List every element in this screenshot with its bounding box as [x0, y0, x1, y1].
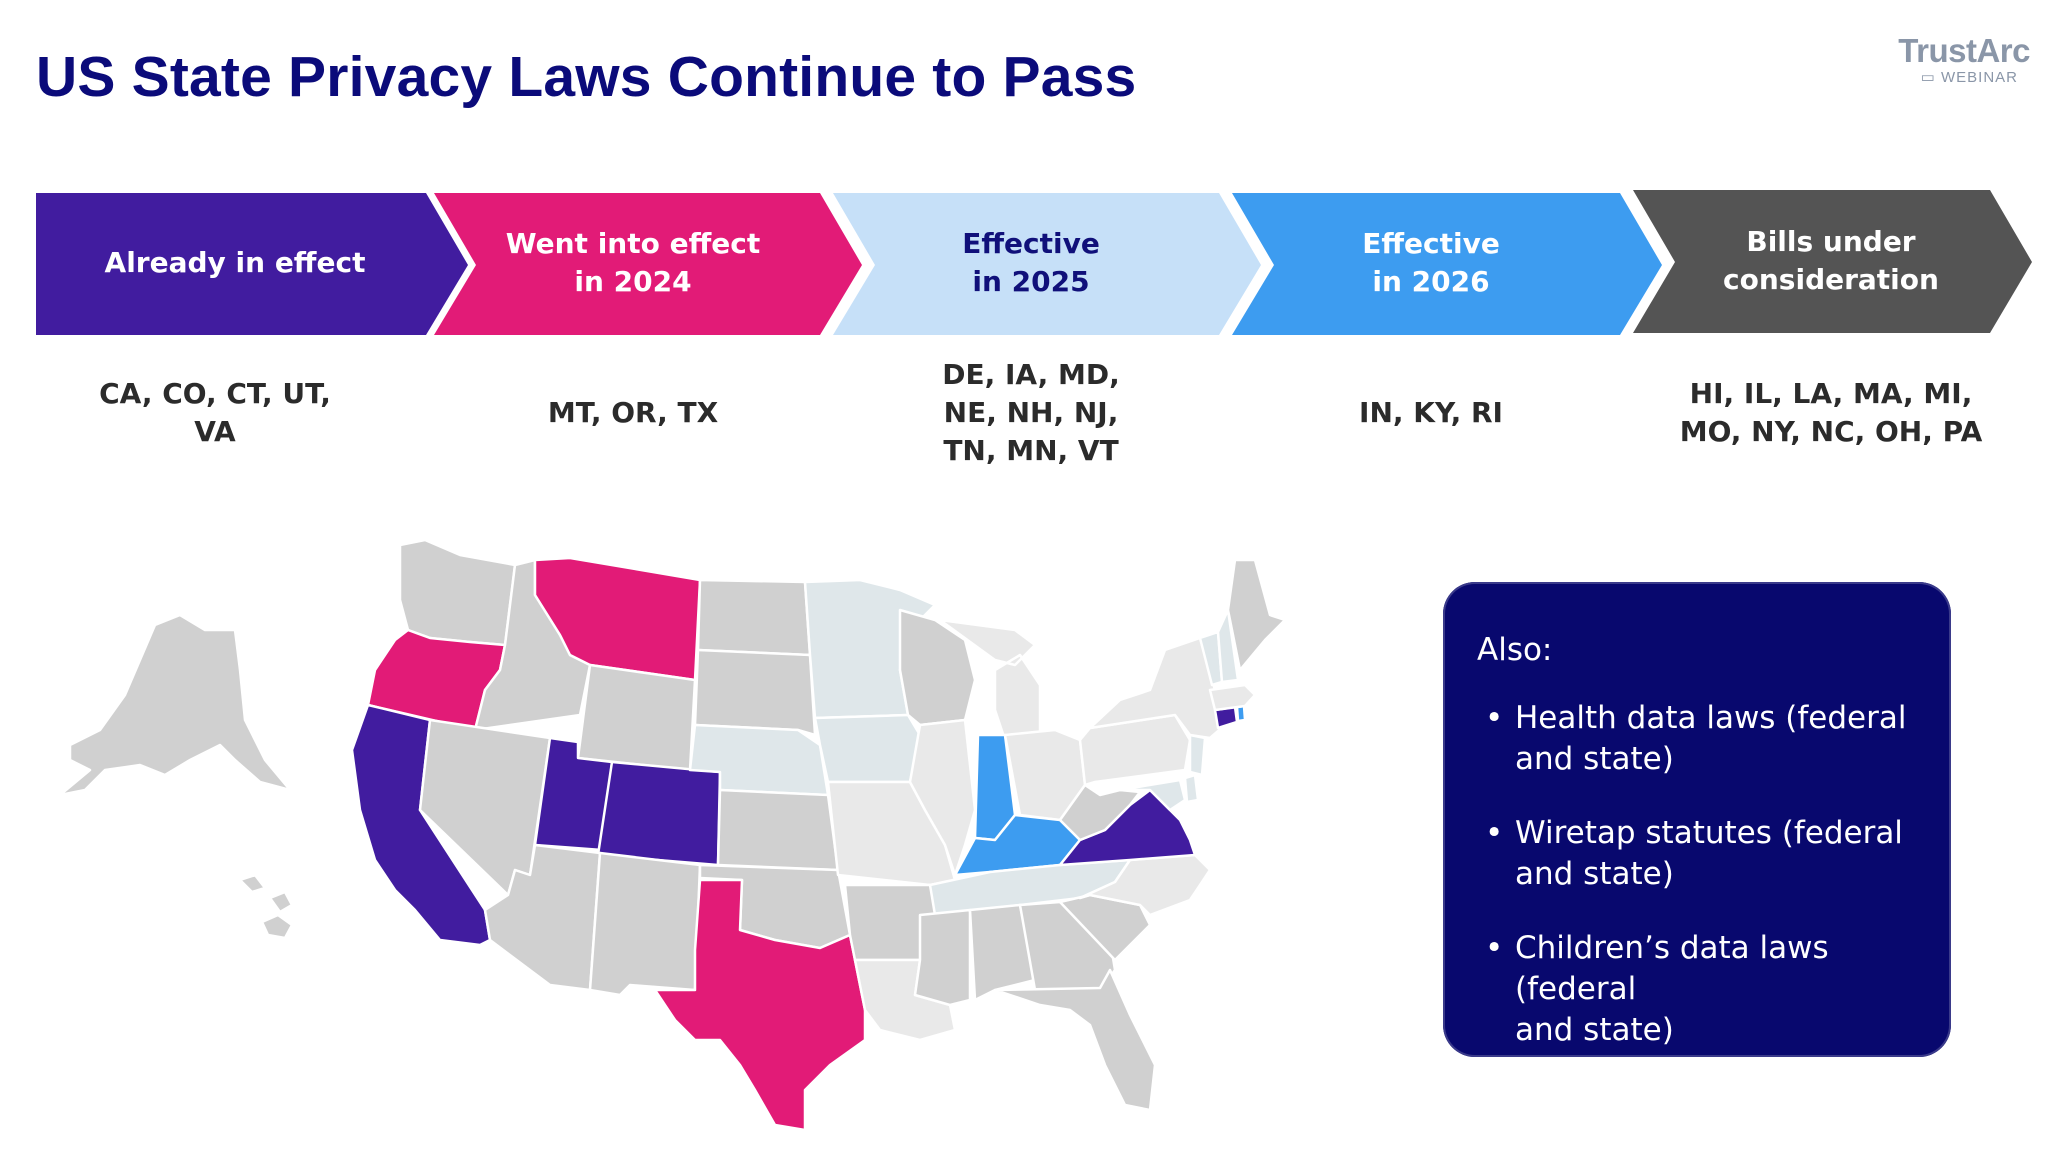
- chevron-2024: [434, 193, 862, 335]
- timeline-label-0: Already in effect: [104, 245, 366, 279]
- state-ak: [58, 613, 292, 797]
- also-heading: Also:: [1477, 632, 1553, 668]
- state-nh: [1216, 608, 1240, 684]
- state-fl: [993, 968, 1157, 1112]
- state-hi: [238, 873, 294, 940]
- state-ma: [1208, 683, 1257, 712]
- state-nc: [1078, 853, 1212, 917]
- logo-wordmark: TrustArc: [1898, 32, 2030, 69]
- state-co: [596, 760, 722, 867]
- states-already: CA, CO, CT, UT, VA: [99, 377, 331, 448]
- chevron-bills: [1633, 190, 2032, 333]
- state-wa: [398, 538, 517, 647]
- screen-icon: ▭: [1920, 69, 1941, 86]
- state-nm: [588, 851, 702, 997]
- state-tx: [653, 878, 867, 1132]
- state-al: [968, 903, 1037, 1002]
- state-sd: [693, 648, 817, 737]
- state-nj: [1188, 733, 1207, 777]
- logo-tagline: ▭ WEBINAR: [1920, 69, 2018, 86]
- trustarc-logo: TrustArc ▭ WEBINAR: [1880, 32, 2030, 92]
- state-nd: [696, 578, 812, 657]
- us-state-map: [58, 538, 1287, 1132]
- timeline-label-3: Effective in 2026: [1362, 226, 1500, 298]
- timeline-label-1: Went into effect in 2024: [505, 226, 761, 298]
- chevron-already-in-effect: [36, 193, 468, 335]
- state-ms: [913, 908, 972, 1007]
- timeline-label-4: Bills under consideration: [1723, 224, 1939, 296]
- states-2025: DE, IA, MD, NE, NH, NJ, TN, MN, VT: [942, 358, 1120, 467]
- state-de: [1183, 773, 1200, 804]
- chevron-2025: [833, 193, 1261, 335]
- timeline-label-2: Effective in 2025: [962, 226, 1100, 298]
- state-ks: [716, 788, 840, 872]
- states-2024: MT, OR, TX: [547, 396, 719, 429]
- states-2026: IN, KY, RI: [1359, 396, 1503, 429]
- state-ri: [1235, 704, 1247, 723]
- timeline-chevrons: [36, 190, 2032, 335]
- state-md: [1118, 778, 1187, 812]
- page-title: US State Privacy Laws Continue to Pass: [36, 45, 1137, 109]
- state-wy: [576, 663, 697, 772]
- chevron-2026: [1232, 193, 1662, 335]
- state-me: [1226, 558, 1287, 672]
- state-ia: [813, 713, 922, 784]
- states-bills: HI, IL, LA, MA, MI, MO, NY, NC, OH, PA: [1679, 377, 1983, 448]
